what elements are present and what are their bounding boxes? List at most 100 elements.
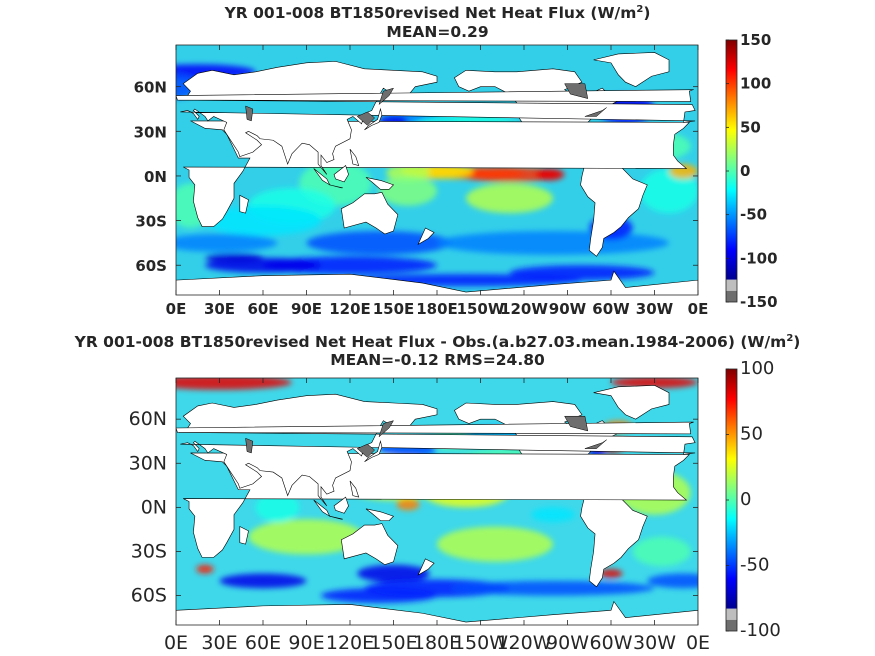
y-tick-label: 30N	[134, 123, 167, 141]
land-mass	[329, 184, 343, 189]
field-patch	[306, 231, 452, 255]
colorbar-tick-label: -100	[740, 620, 781, 641]
y-tick-label: 0N	[144, 168, 167, 186]
colorbar-tick-label: 100	[740, 358, 774, 379]
masked-sea	[245, 437, 254, 454]
field-patch	[599, 569, 623, 578]
x-tick-label: 120W	[496, 632, 551, 654]
land-mass	[580, 157, 648, 257]
bottom-panel-subtitle: MEAN=-0.12 RMS=24.80	[330, 351, 545, 369]
land-mass	[176, 89, 694, 102]
land-mass	[176, 600, 698, 625]
y-tick-label: 60S	[131, 585, 167, 607]
land-mass	[239, 526, 249, 545]
top-panel-subtitle: MEAN=0.29	[386, 23, 489, 41]
x-tick-label: 30E	[201, 632, 237, 654]
masked-sea	[564, 415, 589, 432]
land-mass	[340, 191, 399, 235]
land-mass	[364, 440, 383, 463]
colorbar-tick-label: 100	[740, 75, 771, 93]
x-tick-label: 120W	[500, 300, 548, 318]
x-tick-label: 150E	[373, 300, 415, 318]
colorbar-tick-label: 150	[740, 31, 771, 49]
masked-sea	[584, 107, 607, 117]
masked-sea	[356, 443, 376, 458]
field-patch	[531, 507, 575, 523]
colorbar-masked-light	[726, 608, 737, 620]
field-patch	[219, 573, 307, 589]
x-tick-label: 30W	[633, 632, 676, 654]
colorbar-masked-dark	[726, 290, 737, 302]
field-patch	[451, 580, 655, 596]
top-panel-title: YR 001-008 BT1850revised Net Heat Flux (…	[0, 0, 875, 23]
land-mass	[176, 270, 698, 295]
colorbar-tick-label: 0	[740, 162, 750, 180]
bottom-title-text: YR 001-008 BT1850revised Net Heat Flux -…	[74, 333, 787, 352]
land-mass	[580, 489, 648, 588]
field-patch	[248, 519, 365, 555]
field-patch	[437, 231, 669, 255]
field-patch	[647, 573, 698, 589]
land-mass	[340, 523, 399, 566]
x-tick-label: 90E	[288, 632, 324, 654]
y-tick-label: 60N	[134, 79, 167, 97]
land-mass	[349, 480, 360, 498]
top-title-sup: 2	[636, 4, 644, 15]
colorbar-gradient	[726, 40, 737, 280]
x-tick-label: 30E	[204, 300, 235, 318]
x-tick-label: 30W	[636, 300, 674, 318]
colorbar-tick-label: -150	[740, 293, 778, 311]
x-tick-label: 0E	[164, 632, 188, 654]
field-patch	[196, 564, 214, 574]
x-tick-label: 0E	[686, 632, 710, 654]
field-patch	[437, 526, 553, 562]
masked-sea	[378, 87, 395, 106]
top-map-field	[176, 45, 698, 295]
field-patch	[396, 498, 420, 511]
x-tick-label: 60W	[592, 300, 630, 318]
field-patch	[379, 175, 437, 206]
masked-sea	[378, 420, 395, 438]
field-patch	[535, 168, 565, 181]
top-title-text: YR 001-008 BT1850revised Net Heat Flux (…	[224, 4, 637, 23]
field-patch	[632, 536, 691, 567]
top-title-close: )	[643, 4, 651, 23]
x-tick-label: 120E	[329, 300, 371, 318]
field-patch	[458, 167, 561, 182]
colorbar-masked-dark	[726, 619, 737, 631]
land-mass	[365, 177, 395, 190]
land-mass	[333, 496, 349, 514]
colorbar-tick-label: -50	[740, 555, 769, 576]
bottom-map-panel: 60N 30N 0N 30S 60S 0E 30E 60E 90E 120E150E180E15…	[129, 358, 781, 654]
bottom-title-close: )	[793, 333, 801, 352]
colorbar-tick-label: 0	[740, 489, 751, 510]
x-tick-label: 60W	[590, 632, 633, 654]
land-mass	[183, 120, 691, 227]
x-tick-label: 60E	[245, 632, 281, 654]
x-tick-label: 90E	[291, 300, 322, 318]
field-patch	[321, 588, 437, 603]
land-mass	[349, 148, 360, 166]
colorbar-masked-light	[726, 279, 737, 291]
x-tick-label: 150E	[369, 632, 417, 654]
field-patch	[611, 378, 698, 389]
field-patch	[509, 265, 655, 281]
field-patch	[255, 492, 300, 523]
top-colorbar: 150 100 50 0 -50 -100 -150	[725, 31, 778, 311]
x-tick-label: 0E	[688, 300, 709, 318]
colorbar-tick-label: -100	[740, 249, 778, 267]
masked-sea	[356, 111, 376, 126]
field-patch	[176, 233, 278, 252]
field-patch	[466, 183, 553, 214]
y-tick-label: 0N	[141, 496, 167, 518]
masked-sea	[564, 83, 589, 99]
field-patch	[205, 205, 321, 236]
land-mass	[365, 508, 395, 521]
land-mass	[593, 52, 670, 88]
x-tick-label: 0E	[166, 300, 187, 318]
land-mass	[417, 227, 435, 246]
bottom-colorbar: 100 50 0 -50 -100	[725, 358, 781, 641]
land-mass	[364, 107, 383, 131]
y-tick-label: 30S	[135, 213, 167, 231]
